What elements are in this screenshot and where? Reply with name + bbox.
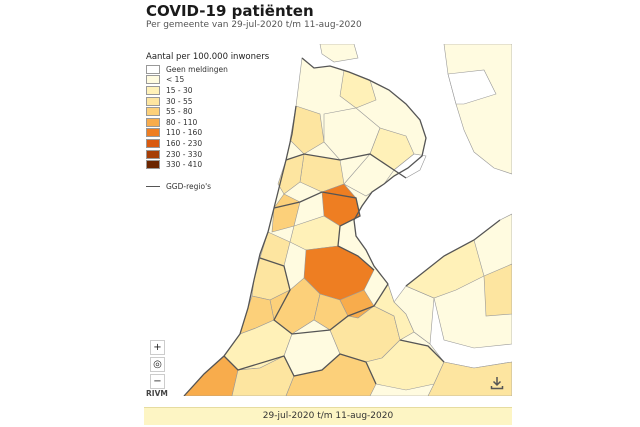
ggd-border-utrecht bbox=[399, 339, 445, 363]
legend-label: Geen meldingen bbox=[166, 64, 228, 74]
page-subtitle: Per gemeente van 29-jul-2020 t/m 11-aug-… bbox=[146, 20, 362, 30]
legend-item: < 15 bbox=[146, 75, 276, 86]
ggd-border-amsterdam bbox=[259, 257, 389, 335]
legend-item: 55 - 80 bbox=[146, 106, 276, 117]
legend-swatch bbox=[146, 138, 160, 148]
legend-label: 110 - 160 bbox=[166, 128, 203, 138]
legend-item: 230 - 330 bbox=[146, 149, 276, 160]
choropleth-map[interactable] bbox=[144, 44, 512, 396]
legend-label: 55 - 80 bbox=[166, 107, 193, 117]
legend-swatch bbox=[146, 160, 160, 170]
legend-ggd-line: GGD-regio's bbox=[146, 182, 276, 191]
region-friesland-north[interactable] bbox=[447, 69, 497, 105]
source-label: RIVM bbox=[146, 389, 168, 398]
legend-label: 30 - 55 bbox=[166, 96, 193, 106]
ggd-border-zaanstreek bbox=[273, 191, 375, 271]
legend-item: 160 - 230 bbox=[146, 138, 276, 149]
legend-item: 15 - 30 bbox=[146, 85, 276, 96]
legend-swatch bbox=[146, 64, 160, 74]
legend-swatch bbox=[146, 75, 160, 85]
legend-label: 160 - 230 bbox=[166, 138, 203, 148]
region-dronten[interactable] bbox=[483, 263, 512, 317]
legend-item: 110 - 160 bbox=[146, 128, 276, 139]
legend-swatch bbox=[146, 85, 160, 95]
legend-swatch bbox=[146, 107, 160, 117]
legend-swatch bbox=[146, 128, 160, 138]
legend-item: Geen meldingen bbox=[146, 64, 276, 75]
legend-ggd-label: GGD-regio's bbox=[166, 181, 212, 191]
download-icon[interactable] bbox=[489, 375, 505, 391]
legend-label: 230 - 330 bbox=[166, 149, 203, 159]
map-canvas[interactable] bbox=[144, 44, 512, 396]
coastline bbox=[183, 57, 427, 396]
page-title: COVID-19 patiënten bbox=[146, 2, 314, 20]
zoom-out-button[interactable]: − bbox=[150, 374, 165, 389]
zoom-controls: + ◎ − bbox=[150, 340, 165, 391]
region-texel[interactable] bbox=[319, 44, 359, 63]
ggd-border-flevoland bbox=[405, 219, 501, 287]
legend-label: < 15 bbox=[166, 75, 185, 85]
legend-item: 80 - 110 bbox=[146, 117, 276, 128]
legend-item: 330 - 410 bbox=[146, 159, 276, 170]
map-legend: Aantal per 100.000 inwoners Geen melding… bbox=[146, 52, 276, 191]
legend-swatch bbox=[146, 117, 160, 127]
legend-swatch bbox=[146, 96, 160, 106]
legend-label: 330 - 410 bbox=[166, 160, 203, 170]
date-range-bar[interactable]: 29-jul-2020 t/m 11-aug-2020 bbox=[144, 407, 512, 425]
legend-label: 80 - 110 bbox=[166, 117, 198, 127]
legend-title: Aantal per 100.000 inwoners bbox=[146, 52, 270, 62]
region-schagen[interactable] bbox=[289, 105, 325, 155]
legend-swatch bbox=[146, 149, 160, 159]
legend-label: 15 - 30 bbox=[166, 85, 193, 95]
ggd-line-swatch bbox=[146, 185, 160, 187]
zoom-in-button[interactable]: + bbox=[150, 340, 165, 355]
ggd-border-north bbox=[285, 153, 407, 179]
zoom-reset-button[interactable]: ◎ bbox=[150, 357, 165, 372]
ggd-border-south bbox=[223, 353, 377, 385]
region-friesland[interactable] bbox=[443, 44, 512, 175]
legend-item: 30 - 55 bbox=[146, 96, 276, 107]
